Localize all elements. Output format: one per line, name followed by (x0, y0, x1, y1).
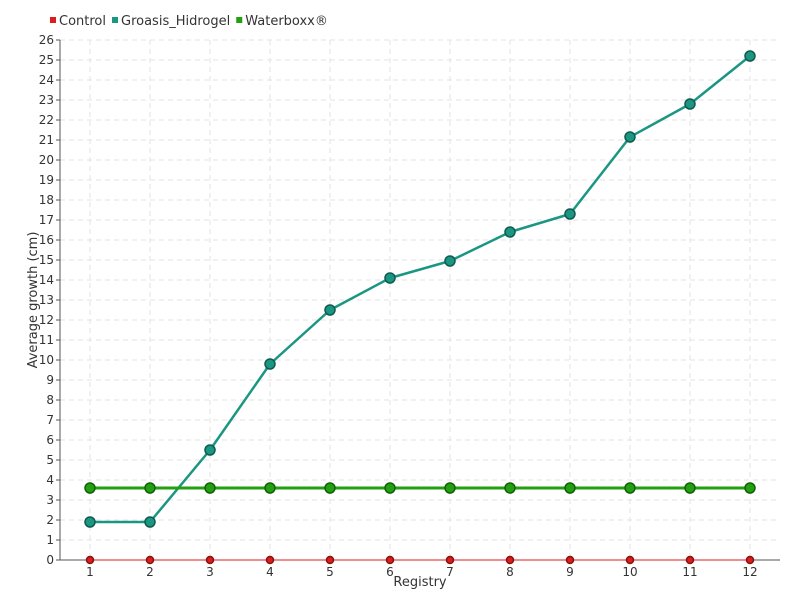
y-tick-label: 7 (46, 413, 54, 427)
y-tick-label: 1 (46, 533, 54, 547)
data-point (444, 482, 456, 494)
x-tick-label: 12 (742, 565, 757, 579)
y-tick-label: 22 (39, 113, 54, 127)
data-point (84, 482, 96, 494)
data-point (685, 555, 695, 565)
data-point (145, 555, 155, 565)
y-tick-label: 23 (39, 93, 54, 107)
y-tick-label: 5 (46, 453, 54, 467)
data-point (624, 482, 636, 494)
x-tick-label: 2 (146, 565, 154, 579)
data-point (684, 482, 696, 494)
x-tick-label: 8 (506, 565, 514, 579)
y-tick-label: 9 (46, 373, 54, 387)
x-tick-label: 10 (622, 565, 637, 579)
legend-label: Control (59, 14, 106, 29)
data-point (684, 98, 696, 110)
legend: Control Groasis_Hidrogel Waterboxx® (50, 14, 328, 29)
y-tick-label: 25 (39, 53, 54, 67)
y-tick-label: 8 (46, 393, 54, 407)
x-tick-label: 11 (682, 565, 697, 579)
data-point (265, 555, 275, 565)
series-control (85, 555, 755, 565)
x-tick-label: 3 (206, 565, 214, 579)
data-point (444, 255, 456, 267)
y-axis-title: Average growth (cm) (26, 232, 41, 369)
grid (60, 39, 780, 560)
data-point (264, 358, 276, 370)
data-point (744, 482, 756, 494)
y-axis-ticks: 0123456789101112131415161718192021222324… (39, 33, 60, 567)
data-point (324, 482, 336, 494)
series-waterboxx- (84, 482, 756, 494)
y-tick-label: 12 (39, 313, 54, 327)
x-axis-title: Registry (393, 575, 447, 590)
data-point (84, 516, 96, 528)
data-point (445, 555, 455, 565)
data-point (204, 482, 216, 494)
y-tick-label: 17 (39, 213, 54, 227)
y-tick-label: 19 (39, 173, 54, 187)
data-point (745, 555, 755, 565)
data-point (384, 482, 396, 494)
data-point (144, 516, 156, 528)
y-tick-label: 6 (46, 433, 54, 447)
data-point (504, 482, 516, 494)
legend-item: Waterboxx® (236, 14, 328, 29)
legend-item: Groasis_Hidrogel (112, 14, 230, 29)
legend-label: Groasis_Hidrogel (121, 14, 230, 29)
series-groasis-hidrogel (84, 50, 756, 528)
y-tick-label: 10 (39, 353, 54, 367)
x-tick-label: 7 (446, 565, 454, 579)
series-line (90, 55, 751, 524)
x-tick-label: 1 (86, 565, 94, 579)
y-tick-label: 18 (39, 193, 54, 207)
y-tick-label: 3 (46, 493, 54, 507)
data-point (324, 304, 336, 316)
data-point (325, 555, 335, 565)
y-tick-label: 14 (39, 273, 54, 287)
x-tick-label: 4 (266, 565, 274, 579)
data-point (564, 482, 576, 494)
data-point (564, 208, 576, 220)
y-tick-label: 26 (39, 33, 54, 47)
y-tick-label: 11 (39, 333, 54, 347)
data-point (744, 50, 756, 62)
data-point (565, 555, 575, 565)
series-group (84, 50, 756, 565)
legend-swatch (112, 17, 118, 23)
legend-swatch (50, 17, 56, 23)
y-tick-label: 4 (46, 473, 54, 487)
x-tick-label: 9 (566, 565, 574, 579)
data-point (505, 555, 515, 565)
y-tick-label: 15 (39, 253, 54, 267)
y-tick-label: 0 (46, 553, 54, 567)
data-point (264, 482, 276, 494)
data-point (144, 482, 156, 494)
y-tick-label: 2 (46, 513, 54, 527)
data-point (204, 444, 216, 456)
data-point (624, 131, 636, 143)
data-point (504, 226, 516, 238)
data-point (384, 272, 396, 284)
y-tick-label: 20 (39, 153, 54, 167)
x-tick-label: 6 (386, 565, 394, 579)
y-tick-label: 13 (39, 293, 54, 307)
legend-item: Control (50, 14, 106, 29)
data-point (205, 555, 215, 565)
y-tick-label: 21 (39, 133, 54, 147)
data-point (625, 555, 635, 565)
x-tick-label: 5 (326, 565, 334, 579)
data-point (385, 555, 395, 565)
legend-label: Waterboxx® (245, 14, 328, 29)
y-tick-label: 16 (39, 233, 54, 247)
legend-swatch (236, 17, 243, 23)
y-tick-label: 24 (39, 73, 54, 87)
data-point (85, 555, 95, 565)
